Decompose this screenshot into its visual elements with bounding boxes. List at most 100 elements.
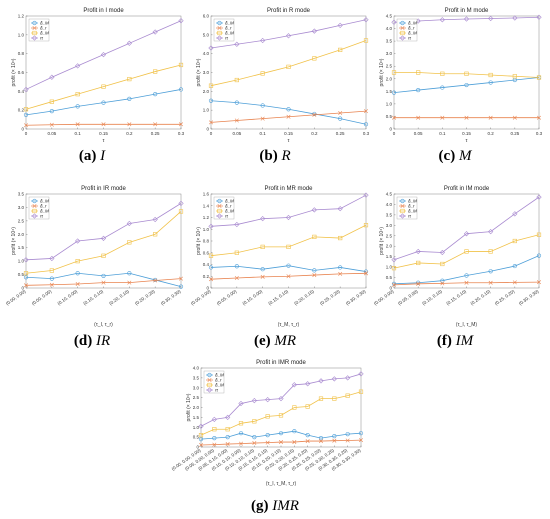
data-point	[488, 115, 493, 120]
legend-marker	[400, 20, 405, 26]
y-tick-label: 1.0	[203, 108, 210, 113]
legend-label: δ_M	[40, 209, 49, 214]
y-tick-label: 0.2	[18, 108, 25, 113]
legend-label: δ_M	[408, 209, 417, 214]
data-point	[332, 396, 337, 401]
legend-marker	[31, 213, 38, 219]
legend-label: π	[408, 214, 412, 219]
data-point	[75, 122, 80, 127]
x-tick-label: (0.10, 0.10)	[82, 288, 104, 306]
caption-name: IR	[95, 333, 110, 349]
legend-label: δ_M	[215, 383, 224, 388]
data-point	[358, 371, 364, 377]
data-point	[208, 253, 214, 258]
subfigure-caption: (a) I	[79, 148, 106, 164]
data-point	[178, 209, 184, 214]
legend-label: π	[40, 214, 44, 219]
x-tick-label: 0.25	[151, 131, 160, 136]
data-point	[337, 206, 343, 212]
data-point	[488, 228, 494, 235]
data-point	[178, 276, 184, 281]
plot-frame	[25, 15, 182, 130]
chart-mr: Profit in MR mode 0 0.2 0.4 0.6 0.8 1.0 1.2 1.4 1…	[190, 186, 369, 349]
data-point	[198, 437, 204, 442]
data-point	[208, 223, 214, 229]
data-point	[260, 71, 265, 76]
data-point	[488, 80, 493, 85]
data-point	[318, 436, 324, 441]
y-tick-label: 0.8	[203, 239, 210, 244]
legend-marker	[217, 25, 222, 31]
data-point	[338, 116, 343, 121]
x-tick-label: (0.30, 0.30)	[160, 288, 182, 306]
data-point	[536, 115, 542, 120]
data-point	[178, 122, 184, 127]
data-point	[440, 278, 445, 283]
data-point	[49, 276, 54, 281]
data-point	[345, 432, 350, 437]
subfigure-caption: (e) MR	[254, 333, 296, 349]
legend-label: π	[225, 36, 229, 41]
x-tick-label: 0.3	[536, 131, 543, 136]
legend-label: δ_M	[225, 199, 234, 204]
y-tick-label: 5.0	[203, 32, 210, 37]
chart-im: Profit in IM mode 0 0.5 1.0 1.5 2.0 2.5 3.0 3.5 4…	[373, 186, 542, 349]
x-tick-label: (0.20, 0.15)	[293, 288, 315, 306]
data-point	[338, 110, 343, 116]
series-line-0	[210, 265, 367, 272]
y-tick-label: 1.0	[203, 227, 210, 232]
legend-marker	[217, 20, 222, 26]
legend-marker	[400, 25, 405, 31]
data-point	[391, 90, 397, 95]
legend: δ_Mδ_rδ_Mπ	[213, 196, 235, 220]
legend-marker	[207, 382, 212, 388]
x-tick-label: 0	[210, 131, 213, 136]
data-point	[75, 281, 80, 286]
data-point	[512, 74, 517, 79]
data-point	[416, 115, 421, 120]
data-point	[278, 440, 284, 445]
data-point	[415, 248, 421, 255]
data-point	[439, 249, 445, 256]
y-tick-label: 1.5	[386, 89, 393, 94]
y-tick-label: 3.5	[386, 39, 393, 44]
data-point	[208, 83, 214, 88]
y-tick-label: 2.0	[193, 405, 200, 410]
x-tick-label: 0.05	[47, 131, 56, 136]
y-tick-label: 3.0	[386, 223, 393, 228]
subfigure-caption: (c) M	[439, 148, 473, 164]
legend-label: π	[215, 388, 219, 393]
data-point	[305, 381, 311, 387]
caption-letter: (a)	[79, 148, 100, 164]
data-point	[238, 431, 244, 436]
data-point	[49, 255, 55, 262]
data-point	[208, 265, 214, 270]
data-point	[212, 427, 217, 432]
data-point	[127, 280, 132, 285]
y-tick-label: 2.5	[18, 218, 25, 223]
data-point	[338, 47, 343, 52]
y-tick-label: 2.5	[193, 395, 200, 400]
data-point	[211, 416, 217, 422]
data-point	[363, 38, 369, 43]
data-point	[238, 421, 244, 426]
data-point	[152, 29, 158, 35]
legend-marker	[207, 372, 212, 378]
y-tick-label: 1.0	[18, 259, 25, 264]
data-point	[225, 435, 230, 440]
data-point	[126, 220, 132, 227]
y-tick-label: 6.0	[203, 14, 210, 19]
data-point	[49, 122, 54, 127]
legend-label: δ_M	[408, 21, 417, 26]
y-tick-label: 4.0	[193, 366, 200, 371]
x-tick-label: 0.05	[232, 131, 241, 136]
chart-title: Profit in R mode	[267, 8, 311, 14]
legend-marker	[32, 30, 37, 36]
data-point	[338, 235, 343, 241]
data-point	[416, 70, 421, 75]
x-tick-label: (0.00, 0.00)	[190, 288, 212, 306]
data-point	[512, 15, 518, 21]
legend-label: δ_r	[225, 26, 232, 31]
legend-marker	[206, 387, 213, 393]
caption-name: MR	[273, 333, 296, 349]
